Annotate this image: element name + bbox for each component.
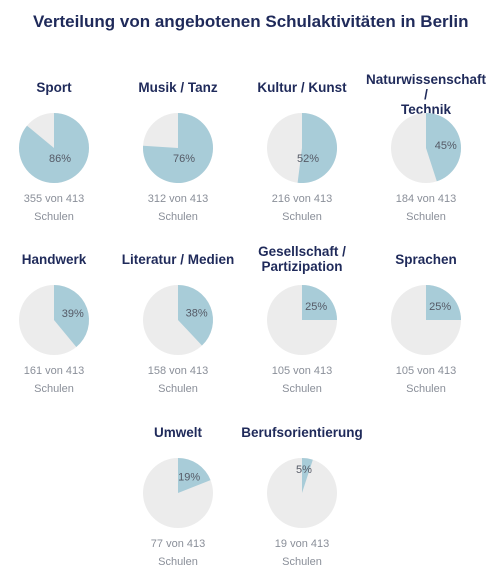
count-unit: Schulen	[406, 211, 446, 223]
count-value: 19 von 413	[274, 538, 330, 550]
count-text: 312 von 413 Schulen	[116, 190, 240, 226]
category-label: Sprachen	[395, 252, 457, 267]
pie-chart: 25%	[267, 285, 337, 355]
count-text: 158 von 413 Schulen	[116, 362, 240, 398]
pie-chart: 45%	[391, 113, 462, 183]
pie-slice-value	[178, 285, 213, 346]
percent-label: 19%	[178, 472, 200, 484]
pie-slice-value	[426, 285, 461, 320]
pie-slice-value	[54, 285, 90, 347]
count-value: 77 von 413	[150, 538, 206, 550]
percent-label: 25%	[305, 301, 327, 313]
pie-slice-value	[178, 458, 211, 493]
count-unit: Schulen	[158, 211, 198, 223]
percent-label: 52%	[297, 153, 319, 165]
pie-chart: 76%	[143, 113, 214, 183]
count-value: 216 von 413	[271, 193, 333, 205]
count-unit: Schulen	[158, 556, 198, 568]
category-label: Naturwissenschaft / Technik	[365, 72, 487, 117]
pie-chart: 19%	[143, 458, 213, 528]
pie-slice-value	[426, 113, 462, 182]
category-label: Literatur / Medien	[121, 252, 235, 267]
count-value: 161 von 413	[23, 365, 85, 377]
percent-label: 76%	[173, 153, 195, 165]
count-unit: Schulen	[34, 211, 74, 223]
count-unit: Schulen	[158, 383, 198, 395]
count-text: 105 von 413 Schulen	[364, 362, 488, 398]
category-label: Umwelt	[153, 425, 202, 440]
pie-chart: 86%	[18, 113, 89, 183]
pie-chart: 5%	[267, 458, 337, 528]
pie-slice-value	[302, 285, 337, 320]
count-unit: Schulen	[282, 556, 322, 568]
percent-label: 5%	[296, 464, 312, 476]
chart-title: Verteilung von angebotenen Schulaktivitä…	[33, 12, 469, 31]
percent-label: 39%	[62, 308, 84, 320]
percent-label: 38%	[186, 308, 208, 320]
percent-label: 45%	[435, 140, 457, 152]
percent-label: 86%	[49, 153, 71, 165]
category-label: Gesellschaft / Partizipation	[258, 244, 346, 274]
pie-chart: 38%	[143, 285, 213, 355]
count-unit: Schulen	[34, 383, 74, 395]
count-value: 312 von 413	[147, 193, 209, 205]
count-text: 216 von 413 Schulen	[240, 190, 364, 226]
pie-slice-value	[297, 112, 338, 183]
category-label: Sport	[36, 80, 72, 95]
count-value: 158 von 413	[147, 365, 209, 377]
pie-slice-value	[18, 113, 89, 183]
category-label: Musik / Tanz	[138, 80, 218, 95]
category-label: Berufsorientierung	[241, 425, 363, 440]
count-value: 184 von 413	[395, 193, 457, 205]
count-value: 105 von 413	[271, 365, 333, 377]
count-text: 77 von 413 Schulen	[116, 535, 240, 571]
count-text: 19 von 413 Schulen	[240, 535, 364, 571]
category-label: Kultur / Kunst	[257, 80, 347, 95]
percent-label: 25%	[429, 301, 451, 313]
count-text: 184 von 413 Schulen	[364, 190, 488, 226]
pie-slice-value	[302, 458, 313, 493]
pie-chart: 52%	[267, 112, 338, 183]
category-label: Handwerk	[21, 252, 87, 267]
pie-chart: 25%	[391, 285, 461, 355]
count-unit: Schulen	[406, 383, 446, 395]
count-unit: Schulen	[282, 211, 322, 223]
count-unit: Schulen	[282, 383, 322, 395]
count-value: 355 von 413	[23, 193, 85, 205]
pie-chart: 39%	[19, 285, 90, 355]
count-text: 161 von 413 Schulen	[0, 362, 116, 398]
count-text: 355 von 413 Schulen	[0, 190, 116, 226]
count-text: 105 von 413 Schulen	[240, 362, 364, 398]
count-value: 105 von 413	[395, 365, 457, 377]
pie-slice-value	[143, 113, 214, 183]
